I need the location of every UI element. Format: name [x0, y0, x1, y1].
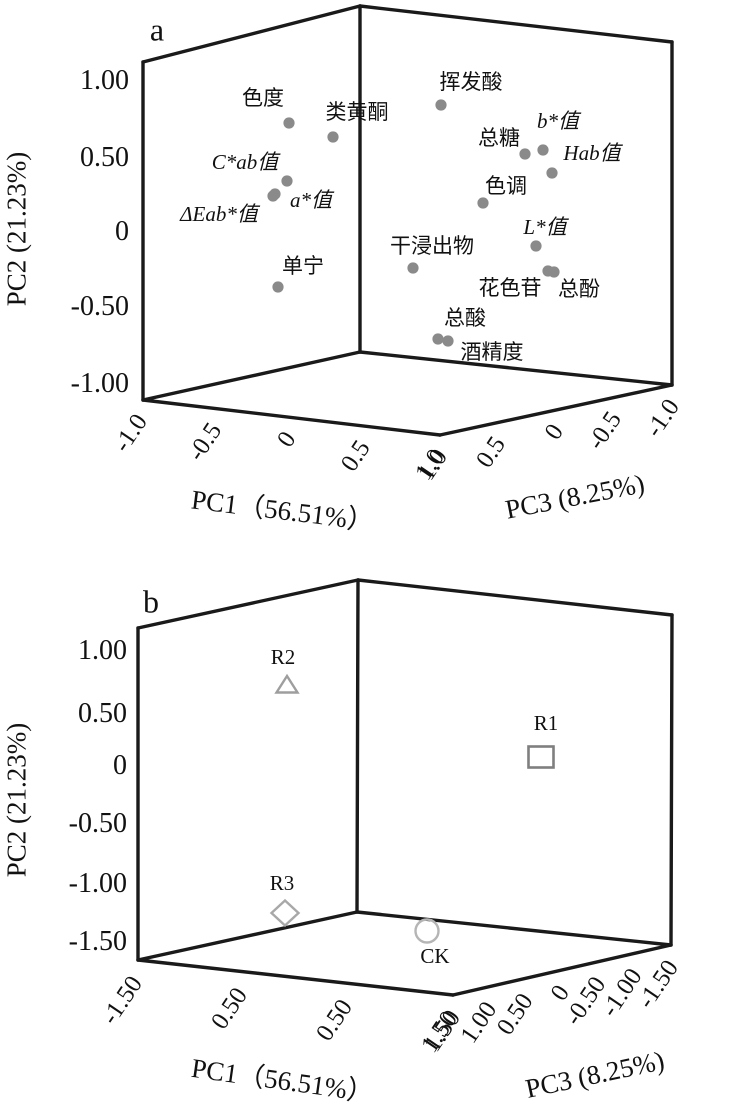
- panel-a-pc2-tick-label: 1.00: [80, 65, 129, 96]
- data-point-label: 酒精度: [461, 340, 524, 364]
- panel-a-pc2-tick-label: -0.50: [71, 291, 129, 322]
- panel-b-letter: b: [143, 583, 159, 620]
- panel-a-pc2-tick-label: 0.50: [80, 142, 129, 173]
- data-point-dot: [537, 144, 549, 156]
- data-point-label: b*值: [537, 109, 582, 133]
- sample-label: R1: [534, 711, 559, 735]
- data-point-dot: [267, 190, 279, 202]
- data-point-dot: [432, 333, 444, 345]
- panel-a-pc2-tick-label: 0: [115, 216, 129, 247]
- data-point-label: 色调: [485, 174, 527, 198]
- panel-a-box-edge-top-right: [358, 4, 674, 44]
- panel-b-pc2-axis-title: PC2 (21.23%): [1, 722, 32, 878]
- data-point-dot: [407, 262, 419, 274]
- data-point-label: Hab值: [562, 141, 623, 165]
- data-point-dot: [442, 335, 454, 347]
- panel-a-pc2-axis-title: PC2 (21.23%): [1, 151, 32, 307]
- panel-b-pc1-tick-label: 0.50: [311, 995, 358, 1046]
- sample-label: CK: [420, 944, 449, 968]
- data-point-label: 总糖: [478, 126, 520, 150]
- panel-b-box-edge-right-wall: [669, 613, 674, 947]
- panel-b-pc2-tick-label: 1.00: [78, 635, 127, 666]
- panel-b-pc2-tick-label: 0.50: [78, 698, 127, 729]
- panel-b-pc1-tick-label: 0.50: [206, 983, 253, 1034]
- data-point-label: 类黄酮: [326, 100, 389, 124]
- panel-a-pc1-tick-label: -0.5: [183, 418, 228, 466]
- panel-b-pc3-tick-label: 0.50: [492, 989, 539, 1040]
- marker-circle: [414, 918, 440, 944]
- panel-b-box-edge-back-pole: [355, 578, 360, 914]
- panel-a-pc3-tick-label: -0.5: [582, 407, 627, 455]
- panel-a-pc3-tick-label: 0: [540, 419, 569, 444]
- data-point-label: L*值: [522, 215, 569, 239]
- panel-a-letter: a: [149, 11, 165, 48]
- data-point-dot: [435, 99, 447, 111]
- data-point-dot: [283, 117, 295, 129]
- data-point-dot: [548, 266, 560, 278]
- data-point-dot: [477, 197, 489, 209]
- panel-a-pc3-tick-label: -1.0: [640, 394, 685, 442]
- sample-label: R3: [270, 871, 295, 895]
- data-point-label: 总酚: [558, 277, 600, 301]
- data-point-label: a*值: [290, 188, 335, 212]
- panel-b-pc2-tick-label: -0.50: [69, 808, 127, 839]
- panel-b-pc2-tick-label: 0: [113, 750, 127, 781]
- data-point-label: ΔEab*值: [179, 202, 261, 226]
- panel-b-box-edge-floor-back-right: [355, 910, 673, 947]
- panel-b-pc1-tick-label: -1.50: [96, 971, 148, 1029]
- data-point-dot: [530, 240, 542, 252]
- data-point-dot: [327, 131, 339, 143]
- marker-square: [527, 745, 555, 769]
- data-point-label: 花色苷: [479, 276, 542, 300]
- data-point-dot: [519, 148, 531, 160]
- data-point-label: 干浸出物: [390, 234, 474, 258]
- data-point-label: 色度: [242, 86, 284, 110]
- marker-triangle: [274, 673, 300, 694]
- panel-b-box-edge-top-right: [356, 578, 674, 617]
- panel-a-box-edge-floor-front-right: [438, 383, 674, 437]
- panel-a-pc3-tick-label: 0.5: [471, 432, 511, 473]
- panel-b-box-edge-floor-front-right: [451, 943, 673, 997]
- panel-a-pc1-tick-label: -1.0: [108, 409, 153, 457]
- panel-a-box-edge-floor-back-right: [358, 350, 674, 387]
- data-point-label: C*ab值: [212, 150, 282, 174]
- panel-b-box-edge-floor-back-left: [136, 910, 359, 962]
- data-point-label: 单宁: [282, 254, 324, 278]
- sample-label: R2: [271, 645, 296, 669]
- data-point-dot: [272, 281, 284, 293]
- panel-b-pc2-tick-label: -1.50: [69, 926, 127, 957]
- panel-a-box-edge-floor-back-left: [141, 350, 362, 402]
- panel-a-box-edge-top-left: [141, 4, 362, 64]
- panel-b-box-edge-floor-front-left: [136, 958, 455, 997]
- data-point-dot: [546, 167, 558, 179]
- panel-b-pc2-tick-label: -1.00: [69, 868, 127, 899]
- marker-diamond: [269, 898, 301, 928]
- data-point-label: 总酸: [444, 306, 486, 330]
- panel-a-pc1-tick-label: 0: [272, 427, 301, 452]
- panel-a-pc1-tick-label: 0.5: [336, 436, 376, 477]
- panel-a-pc3-tick-label: 1.0: [413, 444, 453, 485]
- data-point-dot: [281, 175, 293, 187]
- panel-b-box-edge-top-left: [136, 578, 360, 630]
- panel-a-pc2-tick-label: -1.00: [71, 368, 129, 399]
- data-point-label: 挥发酸: [440, 70, 503, 94]
- panel-a-box-edge-floor-front-left: [141, 398, 442, 437]
